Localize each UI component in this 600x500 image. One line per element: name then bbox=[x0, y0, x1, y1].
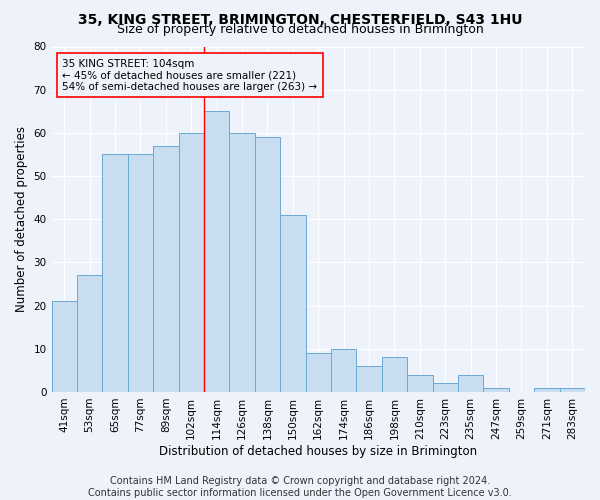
Bar bbox=[52, 302, 77, 392]
Bar bbox=[128, 154, 153, 392]
Bar bbox=[77, 276, 103, 392]
Bar bbox=[103, 154, 128, 392]
Bar bbox=[534, 388, 560, 392]
Bar bbox=[229, 133, 255, 392]
X-axis label: Distribution of detached houses by size in Brimington: Distribution of detached houses by size … bbox=[159, 444, 478, 458]
Bar bbox=[255, 137, 280, 392]
Bar bbox=[382, 358, 407, 392]
Bar bbox=[560, 388, 585, 392]
Bar bbox=[280, 215, 305, 392]
Bar bbox=[153, 146, 179, 392]
Bar bbox=[331, 349, 356, 392]
Text: Contains HM Land Registry data © Crown copyright and database right 2024.
Contai: Contains HM Land Registry data © Crown c… bbox=[88, 476, 512, 498]
Bar bbox=[204, 112, 229, 392]
Bar bbox=[433, 384, 458, 392]
Bar bbox=[484, 388, 509, 392]
Text: Size of property relative to detached houses in Brimington: Size of property relative to detached ho… bbox=[116, 22, 484, 36]
Bar bbox=[356, 366, 382, 392]
Y-axis label: Number of detached properties: Number of detached properties bbox=[15, 126, 28, 312]
Bar bbox=[305, 353, 331, 392]
Bar bbox=[179, 133, 204, 392]
Bar bbox=[458, 374, 484, 392]
Bar bbox=[407, 374, 433, 392]
Text: 35, KING STREET, BRIMINGTON, CHESTERFIELD, S43 1HU: 35, KING STREET, BRIMINGTON, CHESTERFIEL… bbox=[78, 12, 522, 26]
Text: 35 KING STREET: 104sqm
← 45% of detached houses are smaller (221)
54% of semi-de: 35 KING STREET: 104sqm ← 45% of detached… bbox=[62, 58, 317, 92]
